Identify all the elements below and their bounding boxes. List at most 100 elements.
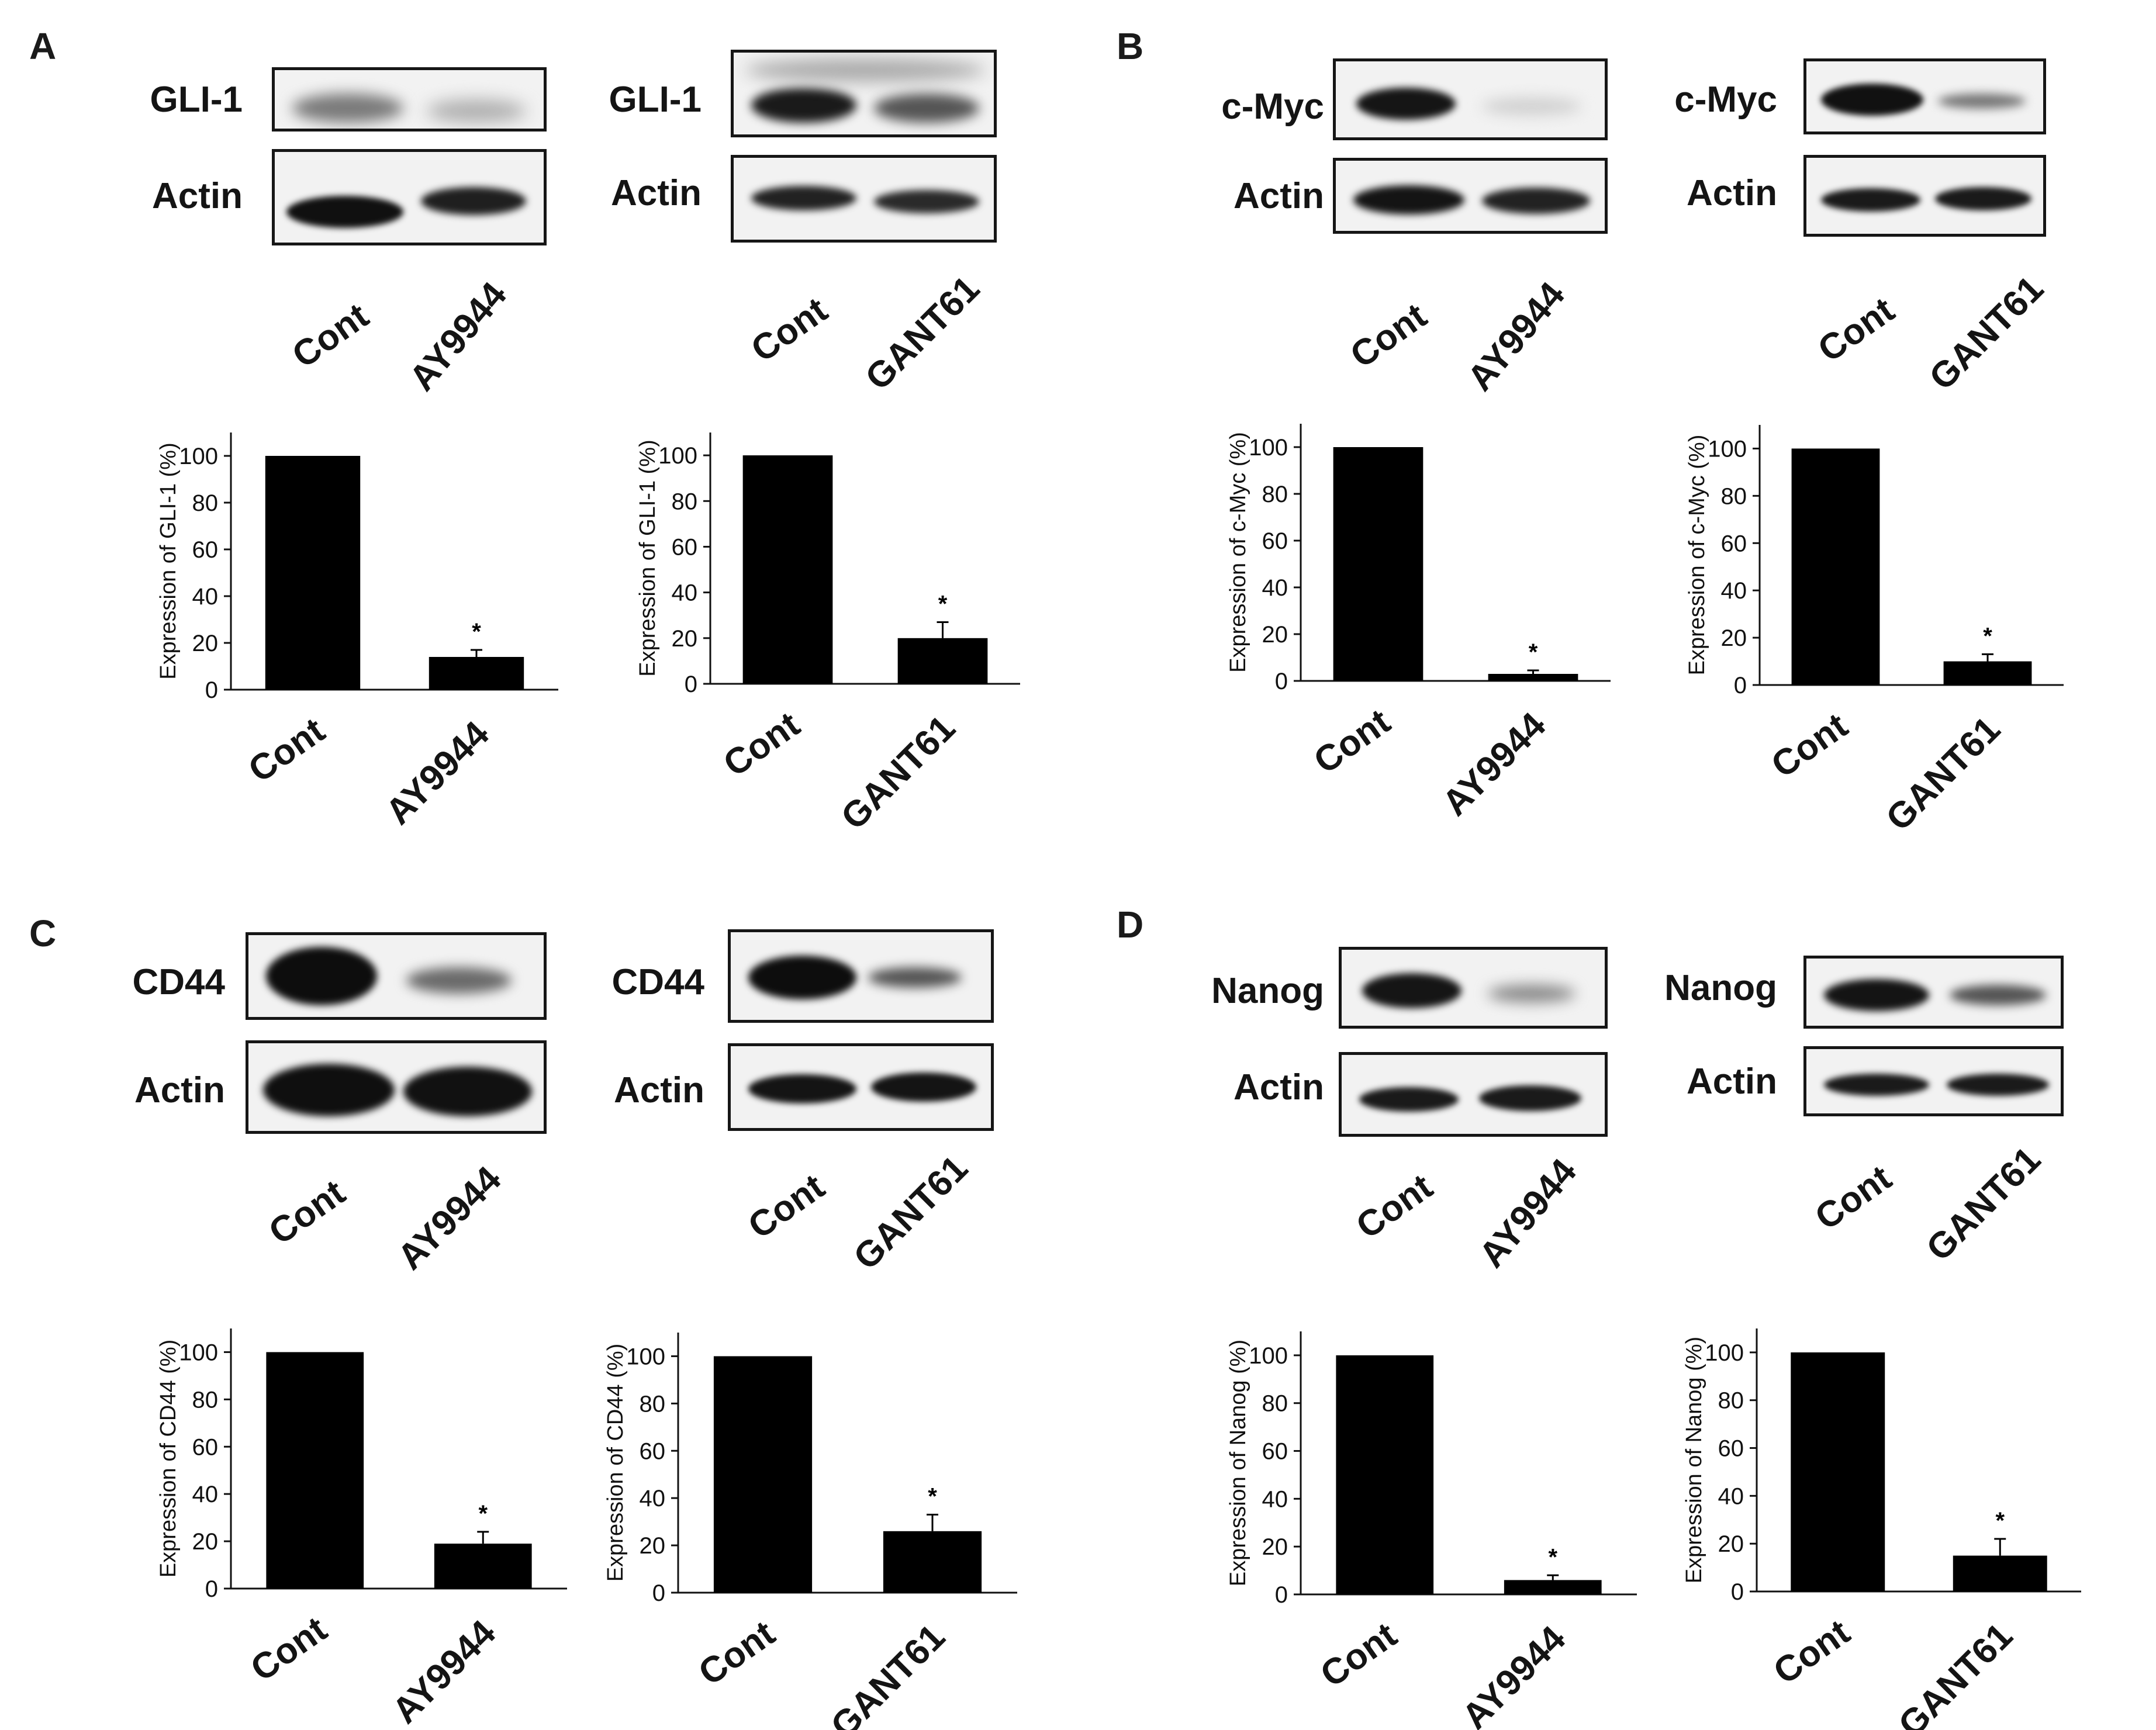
blot-cmyc-gant61 xyxy=(1803,58,2046,134)
y-tick-label: 40 xyxy=(1262,575,1288,601)
blot-cd44-gant61 xyxy=(728,929,994,1023)
y-tick-label: 80 xyxy=(1718,1388,1744,1414)
y-tick-label: 60 xyxy=(640,1438,666,1464)
y-tick-label: 100 xyxy=(1249,1343,1288,1369)
band xyxy=(1479,1085,1581,1111)
band xyxy=(745,58,985,82)
y-tick-label: 100 xyxy=(626,1344,665,1369)
band xyxy=(286,196,403,228)
y-tick-label: 20 xyxy=(640,1533,666,1559)
y-tick-label: 40 xyxy=(672,580,698,606)
band xyxy=(1482,188,1590,214)
y-tick-label: 40 xyxy=(192,584,219,610)
y-tick-label: 20 xyxy=(1262,622,1288,648)
y-axis-label: Expression of Nanog (%) xyxy=(1226,1340,1250,1586)
band xyxy=(751,186,856,210)
band xyxy=(266,947,377,1005)
y-tick-label: 0 xyxy=(205,677,218,703)
blot-label-cmyc: c-Myc xyxy=(1674,79,1777,120)
x-tick-label: Cont xyxy=(692,1613,782,1693)
blot-gli1-gant61 xyxy=(731,50,997,137)
significance-marker: * xyxy=(928,1484,937,1510)
band xyxy=(874,190,979,213)
band xyxy=(748,956,856,999)
blot-label-actin: Actin xyxy=(611,173,702,213)
band xyxy=(1821,84,1923,116)
y-tick-label: 0 xyxy=(205,1576,218,1602)
blot-label-cmyc: c-Myc xyxy=(1221,86,1324,127)
blot-actin-ay9944 xyxy=(1339,1052,1608,1137)
y-tick-label: 20 xyxy=(192,1529,219,1555)
bar xyxy=(1953,1555,2047,1591)
bar xyxy=(265,456,361,690)
x-tick-label: Cont xyxy=(241,710,332,790)
blot-label-gli1: GLI-1 xyxy=(609,79,702,120)
x-tick-label: Cont xyxy=(1307,701,1397,781)
band xyxy=(874,94,979,123)
y-axis-label: Expression of Nanog (%) xyxy=(1682,1337,1706,1583)
blot-label-nanog: Nanog xyxy=(1211,971,1324,1011)
band xyxy=(1950,985,2046,1005)
blot-actin-gant61 xyxy=(728,1043,994,1131)
panel-letter-a: A xyxy=(29,25,57,67)
blot-nanog-ay9944 xyxy=(1339,947,1608,1029)
band xyxy=(1359,1087,1459,1112)
y-tick-label: 40 xyxy=(1718,1483,1744,1509)
band xyxy=(748,1074,856,1103)
band xyxy=(1482,98,1581,115)
y-tick-label: 0 xyxy=(1275,1582,1288,1608)
x-tick-label: GANT61 xyxy=(823,1617,953,1730)
blot-gli1-ay9944 xyxy=(272,67,547,132)
bar xyxy=(434,1544,532,1589)
y-tick-label: 0 xyxy=(1734,673,1747,698)
y-tick-label: 100 xyxy=(179,444,218,469)
blot-label-actin: Actin xyxy=(152,176,243,216)
bar xyxy=(1791,448,1880,685)
y-tick-label: 80 xyxy=(640,1391,666,1417)
x-tick-label: GANT61 xyxy=(834,708,963,838)
y-tick-label: 40 xyxy=(1262,1486,1288,1512)
significance-marker: * xyxy=(1529,639,1538,665)
y-tick-label: 80 xyxy=(672,489,698,514)
y-tick-label: 60 xyxy=(1262,528,1288,554)
bar xyxy=(742,455,833,684)
panel-letter-b: B xyxy=(1117,25,1144,67)
y-tick-label: 100 xyxy=(1705,1340,1744,1366)
y-tick-label: 0 xyxy=(685,672,697,697)
blot-label-actin: Actin xyxy=(614,1070,704,1110)
x-tick-label: AY9944 xyxy=(1454,1618,1574,1730)
x-tick-label: Cont xyxy=(1764,705,1855,786)
band xyxy=(421,187,526,215)
y-axis-label: Expression of GLI-1 (%) xyxy=(635,440,660,676)
blot-actin-gant61 xyxy=(731,155,997,243)
y-tick-label: 60 xyxy=(1721,531,1747,556)
y-tick-label: 0 xyxy=(652,1580,665,1606)
y-tick-label: 60 xyxy=(1262,1439,1288,1465)
blot-label-gli1: GLI-1 xyxy=(150,79,243,120)
y-tick-label: 40 xyxy=(1721,578,1747,604)
band xyxy=(403,1067,532,1116)
band xyxy=(1935,187,2031,210)
x-tick-label: AY9944 xyxy=(385,1613,504,1730)
y-tick-label: 80 xyxy=(1262,482,1288,507)
y-tick-label: 0 xyxy=(1275,669,1288,694)
panel-letter-d: D xyxy=(1117,904,1144,946)
band xyxy=(1356,88,1456,120)
bar xyxy=(1333,447,1423,681)
x-tick-label: Cont xyxy=(716,704,807,784)
band xyxy=(1938,94,2026,109)
y-tick-label: 20 xyxy=(1718,1531,1744,1557)
significance-marker: * xyxy=(1548,1544,1557,1570)
y-axis-label: Expression of CD44 (%) xyxy=(603,1344,628,1582)
bar xyxy=(1336,1355,1434,1594)
band xyxy=(871,1072,976,1102)
y-tick-label: 60 xyxy=(672,534,698,560)
y-axis-label: Expression of c-Myc (%) xyxy=(1226,432,1250,673)
blot-label-actin: Actin xyxy=(1687,173,1777,213)
band xyxy=(292,94,403,123)
y-tick-label: 60 xyxy=(192,1434,219,1460)
band xyxy=(406,967,512,994)
y-tick-label: 40 xyxy=(640,1486,666,1511)
bar xyxy=(713,1356,813,1593)
blot-cmyc-ay9944 xyxy=(1333,58,1608,140)
